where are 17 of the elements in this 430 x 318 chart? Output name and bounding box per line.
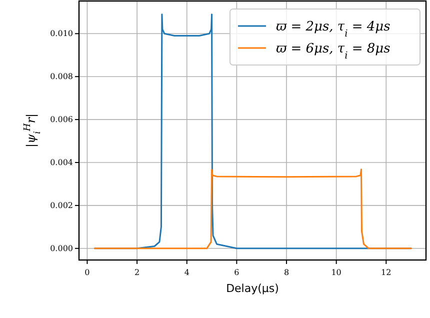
line-series — [94, 168, 412, 250]
y-tick-label: 0.006 — [50, 115, 73, 124]
x-tick-label: 2 — [134, 268, 140, 277]
legend-label: ϖ = 2μs, τ$_{i}$ = 4μs — [276, 20, 391, 40]
y-tick-label: 0.010 — [50, 29, 73, 38]
x-tick-label: 8 — [284, 268, 290, 277]
x-axis-title: Delay(μs) — [226, 282, 279, 295]
x-tick-label: 12 — [381, 268, 392, 277]
x-tick-label: 0 — [84, 268, 90, 277]
x-tick-label: 4 — [184, 268, 190, 277]
y-tick-label: 0.002 — [50, 201, 73, 210]
x-tick-label: 10 — [331, 268, 342, 277]
legend-label: ϖ = 6μs, τ$_{i}$ = 8μs — [276, 42, 391, 62]
y-tick-label: 0.004 — [50, 158, 73, 168]
y-tick-label: 0.008 — [50, 72, 73, 82]
x-tick-label: 6 — [234, 268, 240, 277]
y-tick-label: 0.000 — [50, 244, 73, 253]
